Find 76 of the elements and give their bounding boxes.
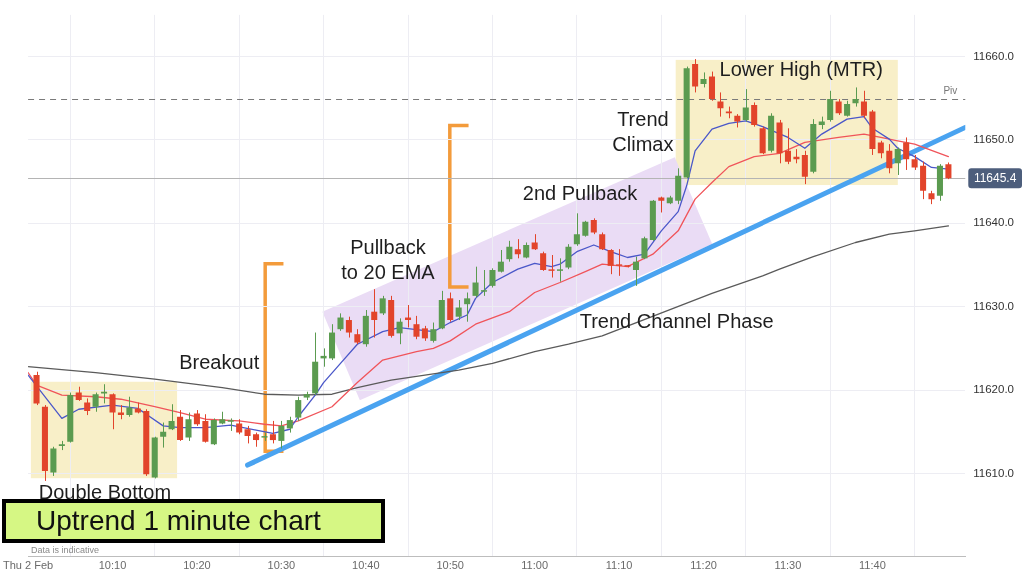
candlestick (480, 269, 488, 297)
x-tick-label: 11:40 (859, 559, 886, 572)
candlestick (269, 420, 276, 444)
x-tick-label: 10:10 (98, 559, 127, 572)
y-tick-label: 11620.0 (973, 383, 1014, 396)
x-tick-label: 11:00 (521, 559, 549, 572)
annotation: Trend Climax (612, 108, 674, 156)
candlestick (345, 316, 352, 339)
ref-line-label: Piv (943, 84, 958, 96)
candlestick (801, 150, 808, 185)
y-tick-label: 11640.0 (973, 216, 1014, 229)
candlestick (616, 248, 623, 277)
candlestick (827, 90, 834, 123)
annotation: Trend Channel Phase (579, 310, 774, 333)
candlestick (641, 236, 648, 260)
candlestick (565, 243, 572, 270)
candlestick (784, 127, 791, 165)
candlestick (751, 101, 758, 128)
x-tick-label: 10:50 (436, 559, 464, 572)
candlestick (160, 422, 167, 449)
text: Uptrend 1 minute chart (36, 504, 321, 536)
candlestick (413, 315, 420, 340)
annotation: Double Bottom (38, 481, 172, 504)
candlestick (742, 88, 749, 123)
candlestick (185, 412, 192, 442)
candlestick (379, 295, 386, 316)
candlestick (497, 249, 504, 274)
x-tick-label: 10:30 (267, 559, 296, 572)
candlestick (177, 409, 184, 442)
x-tick-label: 10:40 (352, 559, 380, 572)
annotation: Data is indicative (31, 544, 100, 555)
y-tick-label: 11660.0 (973, 49, 1014, 62)
candlestick (371, 288, 378, 339)
candlestick (692, 58, 699, 93)
candlestick (506, 240, 513, 263)
candlestick (894, 146, 901, 176)
candlestick (168, 403, 175, 431)
candlestick (903, 136, 910, 171)
candlestick (396, 317, 403, 345)
candlestick (573, 212, 580, 247)
candlestick (92, 392, 99, 413)
candlestick (607, 248, 614, 275)
candlestick (109, 392, 116, 430)
candlestick (447, 292, 454, 323)
annotation: Breakout (179, 350, 260, 373)
y-tick-label: 11630.0 (973, 299, 1014, 312)
candlestick (430, 322, 437, 344)
y-tick-label: 11650.0 (973, 133, 1014, 146)
x-tick-label: 10:20 (183, 559, 211, 572)
candlestick (126, 396, 133, 418)
y-tick-label: 11610.0 (973, 466, 1014, 479)
x-tick-label: 11:20 (690, 559, 717, 572)
candlestick (278, 420, 285, 449)
candlestick (708, 71, 716, 102)
candlestick (472, 266, 479, 299)
x-tick-label: 11:30 (774, 559, 802, 572)
annotation: 2nd Pullback (522, 182, 639, 205)
candlestick (202, 413, 209, 444)
candlestick (489, 267, 496, 289)
annotation: Lower High (MTR) (719, 57, 883, 80)
ref-line-label: 11645.4 (973, 171, 1017, 186)
x-tick-label: Thu 2 Feb (3, 559, 54, 572)
candlestick (717, 91, 724, 118)
candlestick (455, 299, 462, 321)
candlestick (540, 251, 547, 272)
x-tick-label: 11:10 (605, 559, 633, 572)
candlestick (632, 256, 640, 287)
candlestick (514, 238, 521, 259)
candlestick (886, 143, 893, 174)
candlestick (852, 86, 859, 108)
candlestick (548, 254, 555, 279)
annotation: Pullback to 20 EMA (341, 236, 436, 284)
candlestick (295, 396, 302, 422)
candlestick (556, 257, 564, 283)
candlestick (464, 292, 471, 323)
candlestick (860, 90, 867, 119)
